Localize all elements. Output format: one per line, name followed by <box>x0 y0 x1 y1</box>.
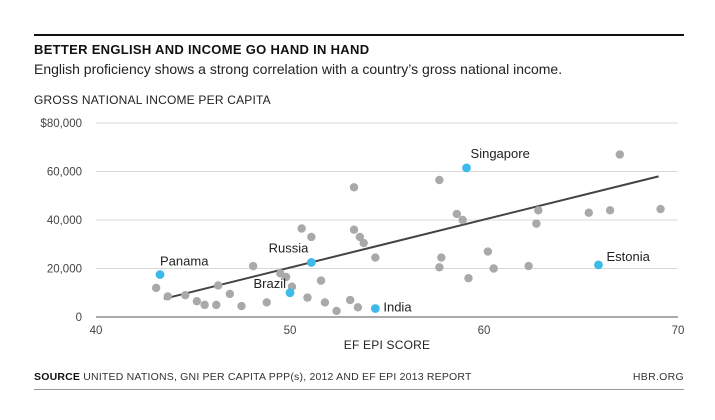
data-point <box>605 206 615 215</box>
highlight-point-panama <box>155 270 165 279</box>
data-point <box>371 253 380 262</box>
gridlines <box>96 122 678 318</box>
x-tick-label: 70 <box>672 325 685 337</box>
y-axis-title: GROSS NATIONAL INCOME PER CAPITA <box>34 93 271 107</box>
data-point <box>237 301 246 311</box>
data-point <box>225 289 235 299</box>
source-note: SOURCE UNITED NATIONS, GNI PER CAPITA PP… <box>34 371 472 383</box>
x-tick-label: 40 <box>90 325 103 337</box>
trend-line <box>163 175 659 300</box>
data-point <box>303 293 312 302</box>
highlight-point-india <box>370 304 380 313</box>
data-point <box>332 306 341 316</box>
x-axis-title: EF EPI SCORE <box>344 338 430 352</box>
data-point <box>532 219 541 228</box>
data-point <box>297 224 306 233</box>
chart-title: BETTER ENGLISH AND INCOME GO HAND IN HAN… <box>34 42 370 57</box>
data-point <box>151 283 161 293</box>
data-point <box>435 263 444 272</box>
data-point <box>320 298 330 307</box>
data-point <box>353 303 363 312</box>
data-point <box>192 297 202 306</box>
y-tick-label: $80,000 <box>40 118 82 130</box>
y-tick-label: 0 <box>76 312 82 324</box>
point-label-singapore: Singapore <box>471 146 530 161</box>
data-point <box>281 272 291 282</box>
data-point <box>345 295 355 305</box>
data-point <box>214 281 223 290</box>
y-tick-label: 20,000 <box>47 264 82 276</box>
highlight-points: Panama Brazil Russia India Singapore Estonia <box>155 146 651 315</box>
data-point <box>248 261 258 271</box>
data-point <box>584 208 593 217</box>
data-point <box>437 253 446 262</box>
y-tick-label: 40,000 <box>47 215 82 227</box>
data-point <box>524 261 533 271</box>
point-label-india: India <box>383 300 412 315</box>
highlight-point-russia <box>306 258 316 267</box>
data-point <box>262 298 271 307</box>
point-label-russia: Russia <box>269 240 310 255</box>
source-text: UNITED NATIONS, GNI PER CAPITA PPP(s), 2… <box>83 371 472 383</box>
x-axis-ticks: 40 50 60 70 <box>90 325 685 337</box>
point-label-panama: Panama <box>160 254 209 269</box>
data-point <box>349 225 359 234</box>
brand-label: HBR.ORG <box>632 371 684 383</box>
y-axis-ticks: 0 20,000 40,000 60,000 $80,000 <box>40 118 82 324</box>
data-point <box>452 209 462 219</box>
data-point <box>307 232 316 242</box>
data-point <box>534 206 543 215</box>
data-point <box>349 183 359 192</box>
chart-subtitle: English proficiency shows a strong corre… <box>34 61 563 77</box>
data-point <box>316 276 326 285</box>
highlight-point-brazil <box>285 288 295 298</box>
title-rule <box>34 34 684 36</box>
x-tick-label: 60 <box>478 325 491 337</box>
data-point <box>483 247 493 256</box>
data-point <box>163 292 172 301</box>
data-point <box>212 300 221 310</box>
y-tick-label: 60,000 <box>47 167 82 179</box>
point-label-brazil: Brazil <box>253 276 286 291</box>
data-points <box>151 150 665 316</box>
data-point <box>656 204 665 214</box>
data-point <box>359 238 368 248</box>
x-tick-label: 50 <box>284 325 297 337</box>
highlight-point-singapore <box>462 163 471 173</box>
footer-rule <box>34 389 684 390</box>
data-point <box>181 290 190 300</box>
data-point <box>200 300 209 310</box>
data-point <box>458 215 467 225</box>
point-label-estonia: Estonia <box>606 249 650 264</box>
data-point <box>464 274 473 283</box>
data-point <box>435 175 444 185</box>
source-label: SOURCE <box>34 371 81 383</box>
highlight-point-estonia <box>594 260 603 270</box>
data-point <box>355 232 365 242</box>
data-point <box>615 150 624 159</box>
data-point <box>489 264 498 273</box>
